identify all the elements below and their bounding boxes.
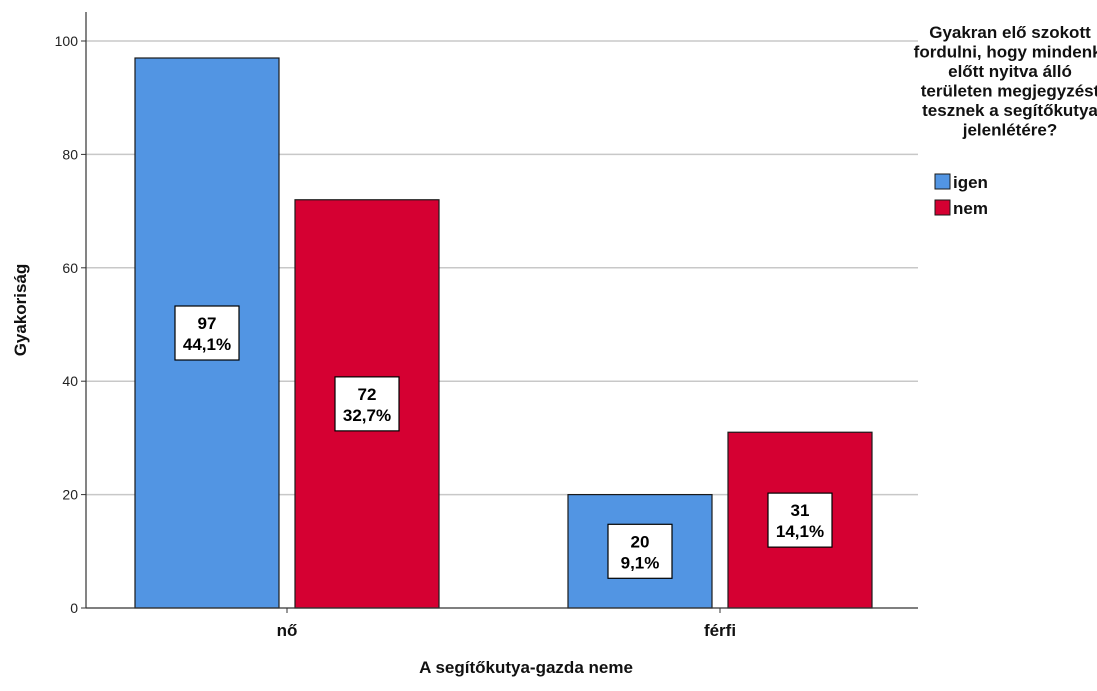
legend-title-line: fordulni, hogy mindenki [914,43,1097,62]
x-axis-title: A segítőkutya-gazda neme [419,658,633,677]
y-tick-label: 60 [62,260,78,276]
data-label-box [607,523,673,579]
data-label-percent: 44,1% [183,335,231,354]
data-labels: 97 44,1% 72 32,7% 20 9,1% 31 14,1% [174,305,833,579]
data-label-box [334,376,400,432]
data-label-box [174,305,240,361]
y-tick-label: 100 [55,33,79,49]
data-label-percent: 14,1% [776,522,824,541]
bars [134,57,873,609]
data-label-percent: 32,7% [343,406,391,425]
legend-title-line: Gyakran elő szokott [929,23,1091,42]
legend-swatch-igen [934,173,951,190]
data-label-count: 20 [631,532,650,551]
y-tick-label: 20 [62,487,78,503]
data-label-percent: 9,1% [621,553,660,572]
legend-title-line: tesznek a segítőkutya [922,101,1097,120]
legend-title-line: területen megjegyzést [921,82,1097,101]
y-axis-title: Gyakoriság [11,264,30,357]
y-tick-label: 0 [70,600,78,616]
legend-label-igen: igen [953,173,988,192]
legend-title-line: jelenlétére? [962,121,1058,140]
legend-label-nem: nem [953,199,988,218]
axes: 0 20 40 60 80 100 nő férfi [55,12,918,640]
data-label-count: 72 [358,385,377,404]
data-label-box [767,492,833,548]
x-tick-label: férfi [704,621,736,640]
legend-swatch-nem [934,199,951,216]
data-label-count: 31 [791,501,810,520]
data-label-count: 97 [198,314,217,333]
legend-title-line: előtt nyitva álló [948,62,1072,81]
y-tick-label: 40 [62,373,78,389]
x-tick-label: nő [277,621,298,640]
y-tick-label: 80 [62,146,78,162]
